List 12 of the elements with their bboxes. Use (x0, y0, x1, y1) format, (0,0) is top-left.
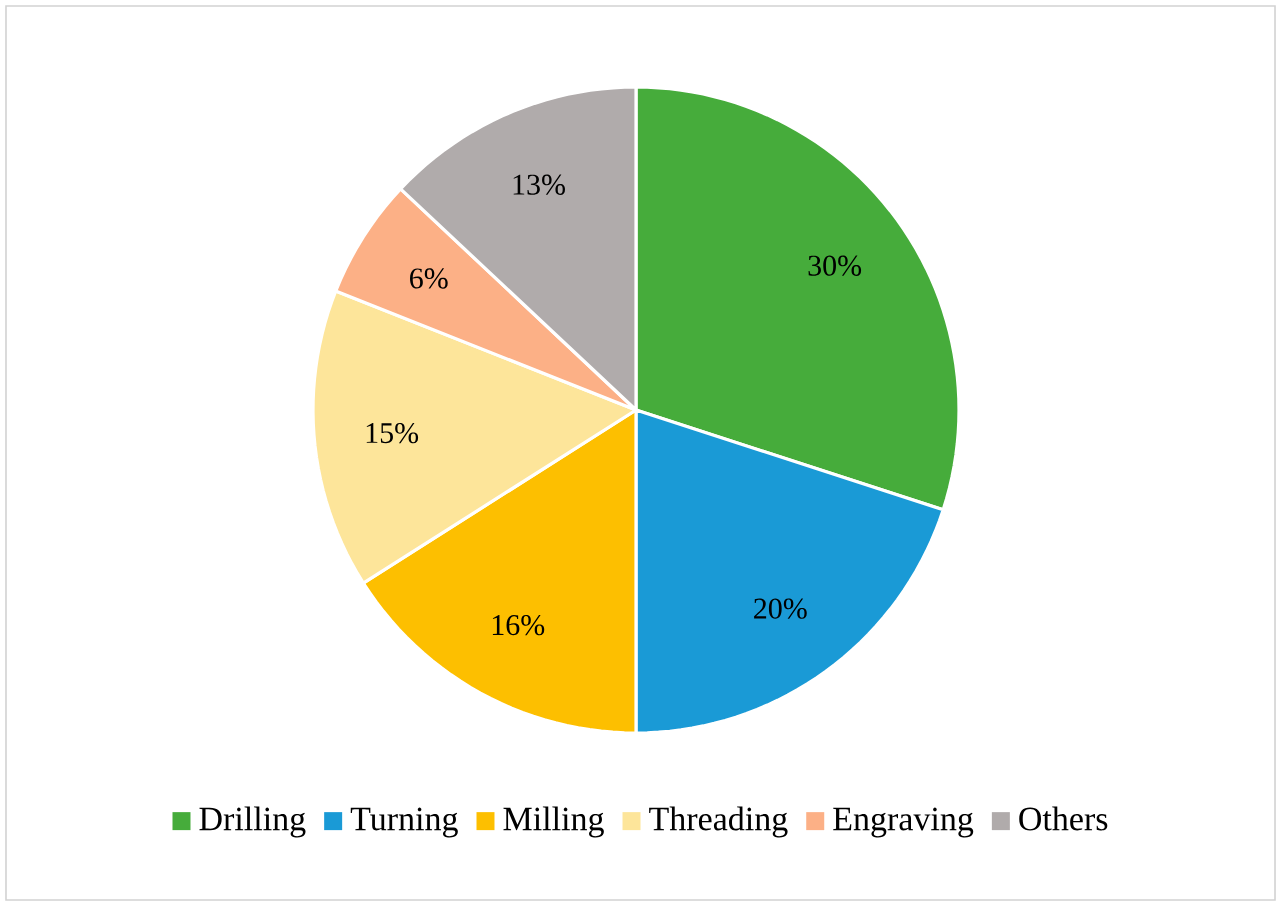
data-label: 16% (492, 614, 545, 636)
data-label: 6% (410, 268, 448, 289)
legend-label: Engraving (833, 807, 974, 838)
data-label: 15% (366, 422, 419, 444)
data-label: 30% (808, 255, 862, 276)
legend-label: Others (1019, 806, 1108, 831)
legend-label: Turning (350, 807, 458, 838)
legend-label: Threading (649, 806, 788, 838)
data-label: 13% (513, 174, 565, 195)
legend-label: Drilling (199, 806, 306, 838)
data-label: 20% (754, 598, 807, 619)
legend-label: Milling (503, 806, 604, 838)
